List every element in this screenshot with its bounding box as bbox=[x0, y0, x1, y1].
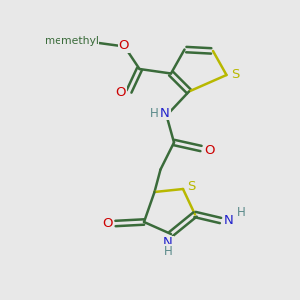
Text: H: H bbox=[164, 245, 172, 258]
Text: N: N bbox=[224, 214, 234, 227]
Text: O: O bbox=[119, 39, 129, 52]
Text: methyl: methyl bbox=[61, 36, 98, 46]
Text: N: N bbox=[160, 106, 170, 120]
Text: S: S bbox=[187, 180, 196, 193]
Text: O: O bbox=[204, 143, 215, 157]
Text: H: H bbox=[237, 206, 246, 219]
Text: O: O bbox=[102, 217, 112, 230]
Text: H: H bbox=[149, 106, 158, 120]
Text: S: S bbox=[231, 68, 239, 81]
Text: methyl: methyl bbox=[45, 35, 81, 46]
Text: N: N bbox=[163, 236, 173, 250]
Text: O: O bbox=[115, 86, 126, 100]
